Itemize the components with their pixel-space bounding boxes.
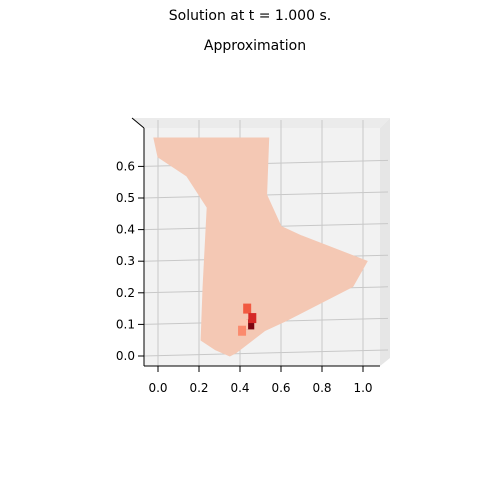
- z-axis-line: [131, 117, 145, 129]
- y-tick-label-6: 0.6: [116, 159, 135, 173]
- axis-frame: [131, 117, 380, 367]
- y-tick-label-1: 0.1: [116, 317, 135, 331]
- x-tick-labels: 0.0 0.2 0.4 0.6 0.8 1.0: [148, 366, 373, 395]
- top-pane: [132, 118, 390, 128]
- x-tick-label-1: 0.2: [189, 381, 208, 395]
- hotspot-cell-2: [240, 319, 249, 330]
- surface-polygon: [153, 137, 368, 357]
- x-tick-label-4: 0.8: [312, 381, 331, 395]
- y-tick-label-2: 0.2: [116, 286, 135, 300]
- y-tick-label-5: 0.5: [116, 191, 135, 205]
- hotspot-cell-3: [238, 325, 247, 336]
- y-tick-label-0: 0.0: [116, 349, 135, 363]
- y-tick-labels: 0.0 0.1 0.2 0.3 0.4 0.5 0.6: [116, 159, 144, 363]
- y-tick-label-4: 0.4: [116, 223, 135, 237]
- surface-region: [153, 137, 368, 357]
- x-tick-label-0: 0.0: [148, 381, 167, 395]
- y-grid-line-0: [143, 349, 389, 357]
- hotspot-cells: [238, 303, 257, 336]
- figure-suptitle: Solution at t = 1.000 s.: [168, 8, 332, 24]
- side-pane: [380, 118, 390, 366]
- x-tick-label-3: 0.6: [271, 381, 290, 395]
- hotspot-cell-4: [248, 313, 257, 324]
- axes-title: Approximation: [203, 38, 307, 54]
- y-tick-label-3: 0.3: [116, 254, 135, 268]
- x-tick-label-5: 1.0: [353, 381, 372, 395]
- hotspot-cell-1: [246, 319, 255, 330]
- x-tick-label-2: 0.4: [230, 381, 249, 395]
- hotspot-cell-0: [243, 303, 252, 314]
